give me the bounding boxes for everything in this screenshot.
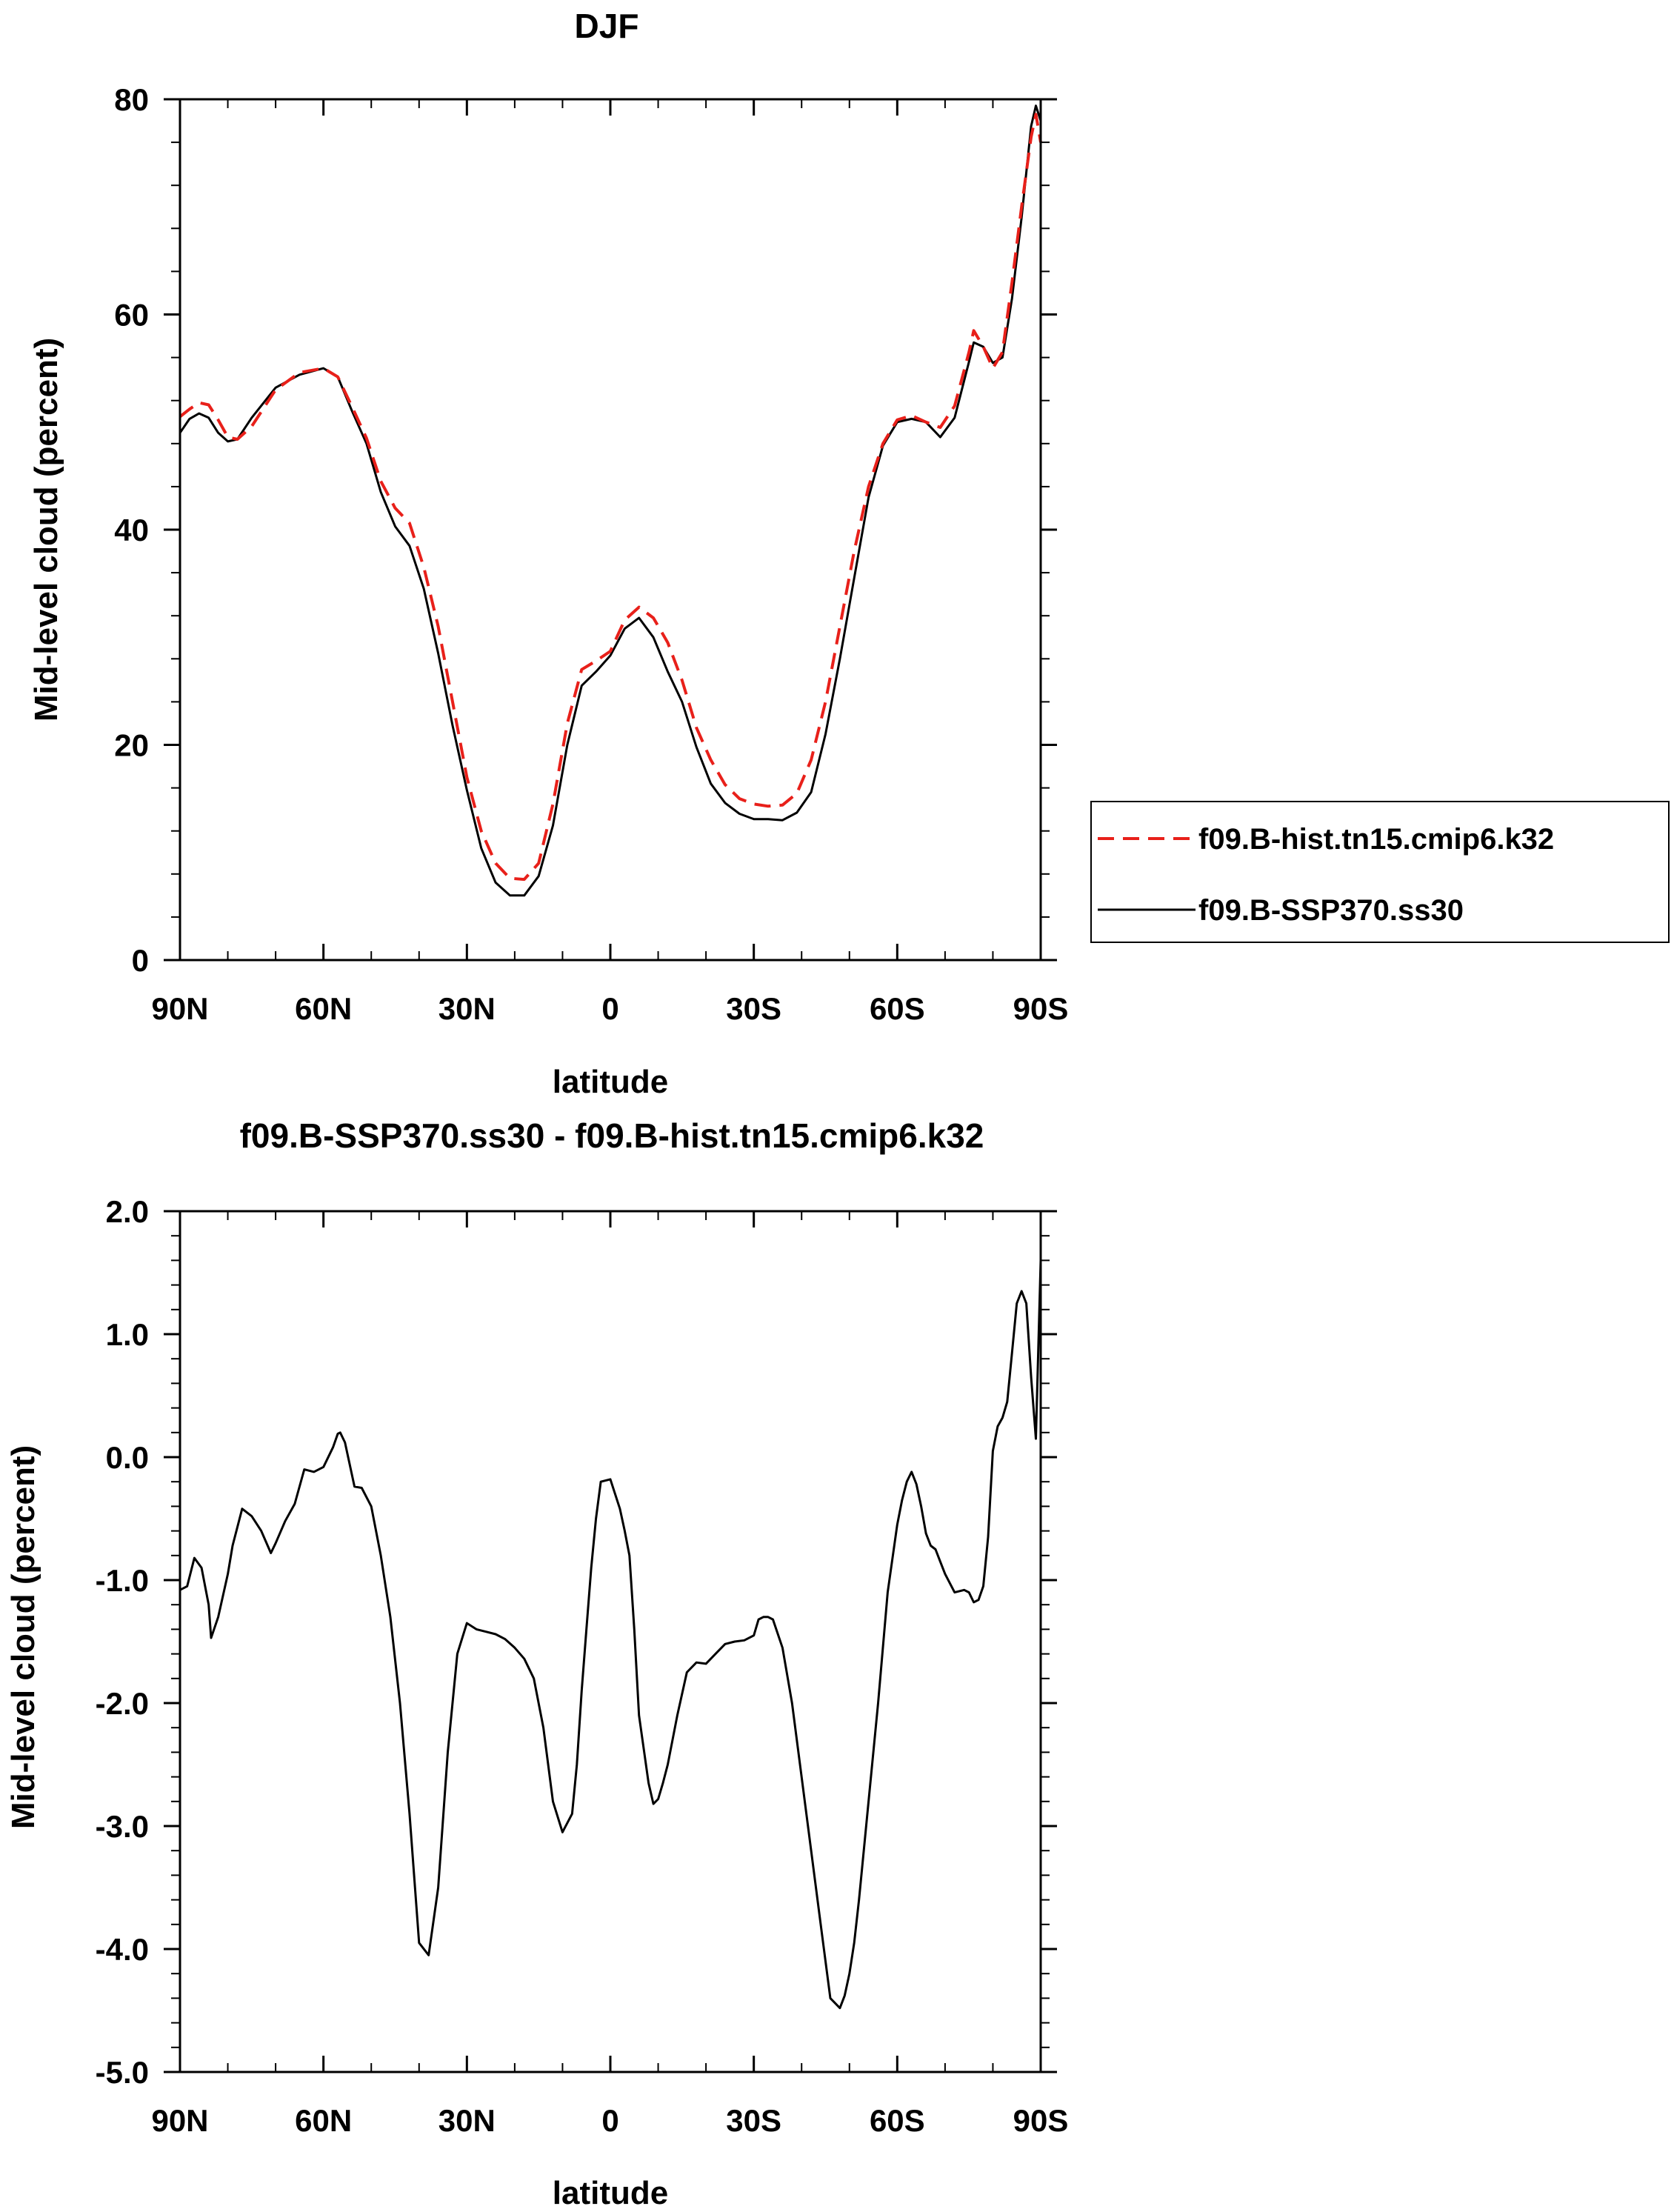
top-chart-ylabel: Mid-level cloud (percent) [28,338,64,722]
legend-label-hist: f09.B-hist.tn15.cmip6.k32 [1198,823,1554,856]
bottom-chart-xlabel: latitude [553,2175,668,2211]
top-chart-xtick-label: 30N [438,991,496,1026]
top-chart-title: DJF [575,7,639,45]
top-chart-ytick-label: 0 [132,943,149,978]
bottom-chart-ytick-label: -4.0 [96,1932,149,1967]
top-chart-xlabel: latitude [553,1064,668,1100]
top-chart: DJF 90N 60N 30N 0 30S 60S 90S 0 20 40 60 80 latitud… [28,7,1670,1100]
bottom-chart-xtick-label: 90S [1013,2103,1069,2138]
bottom-chart-ytick-label: -3.0 [96,1809,149,1844]
bottom-chart-ticks: 90N 60N 30N 0 30S 60S 90S -5.0 -4.0 -3.0 -2.0 -1.0 0… [96,1194,1069,2138]
top-chart-ytick-label: 20 [114,728,149,763]
top-chart-ytick-label: 40 [114,513,149,547]
bottom-chart-ytick-label: -5.0 [96,2055,149,2090]
bottom-chart-frame [179,1210,1042,2073]
bottom-chart-ytick-label: 0.0 [106,1440,149,1475]
top-chart-series-0-line [179,113,1042,882]
bottom-chart-ytick-label: 2.0 [106,1194,149,1229]
top-chart-xtick-label: 90N [151,991,208,1026]
top-chart-ytick-label: 60 [114,298,149,333]
top-chart-series-1-line [179,104,1042,897]
bottom-chart-series-layer [179,1260,1042,2010]
bottom-chart-ylabel: Mid-level cloud (percent) [5,1445,41,1829]
bottom-chart-ytick-label: -1.0 [96,1563,149,1598]
top-chart-ticks: 90N 60N 30N 0 30S 60S 90S 0 20 40 60 80 [114,82,1068,1026]
bottom-chart-xtick-label: 30S [726,2103,781,2138]
bottom-chart-xtick-label: 30N [438,2103,496,2138]
top-chart-xtick-label: 0 [601,991,618,1026]
top-chart-frame [179,98,1042,962]
legend: f09.B-hist.tn15.cmip6.k32 f09.B-SSP370.s… [1090,801,1670,943]
top-chart-xtick-label: 90S [1013,991,1069,1026]
bottom-chart-xtick-label: 60S [870,2103,925,2138]
bottom-chart: f09.B-SSP370.ss30 - f09.B-hist.tn15.cmip… [5,1116,1068,2211]
bottom-chart-title: f09.B-SSP370.ss30 - f09.B-hist.tn15.cmip… [240,1116,984,1155]
bottom-chart-ytick-label: 1.0 [106,1317,149,1352]
legend-label-ssp: f09.B-SSP370.ss30 [1198,894,1464,927]
bottom-chart-ytick-label: -2.0 [96,1686,149,1721]
top-chart-xtick-label: 60S [870,991,925,1026]
bottom-chart-xtick-label: 60N [295,2103,352,2138]
legend-box [1090,801,1670,943]
top-chart-xtick-label: 30S [726,991,781,1026]
bottom-chart-xtick-label: 90N [151,2103,208,2138]
bottom-chart-series-0-line [179,1260,1042,2010]
bottom-chart-xtick-label: 0 [601,2103,618,2138]
top-chart-series-layer [179,104,1042,897]
top-chart-xtick-label: 60N [295,991,352,1026]
top-chart-ytick-label: 80 [114,82,149,117]
